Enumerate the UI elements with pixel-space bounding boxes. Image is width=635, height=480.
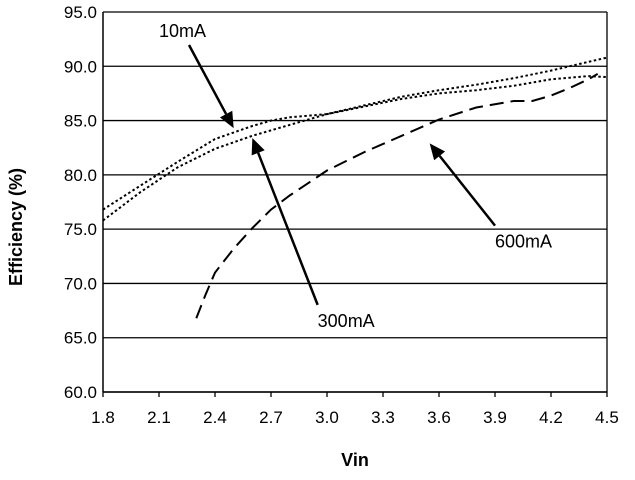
series-line-10mA <box>102 56 608 211</box>
x-tick-label: 4.2 <box>539 408 563 427</box>
annotation-label-300mA: 300mA <box>318 311 375 331</box>
arrowhead-300mA <box>251 137 265 156</box>
arrow-10mA <box>187 44 228 115</box>
x-tick-label: 2.1 <box>147 408 171 427</box>
x-tick-label: 3.3 <box>371 408 395 427</box>
grid-layer <box>103 11 607 393</box>
x-tick-label: 2.7 <box>259 408 283 427</box>
y-tick-label: 95.0 <box>64 3 97 22</box>
x-tick-label: 4.5 <box>595 408 619 427</box>
x-tick-label: 1.8 <box>91 408 115 427</box>
arrowhead-600mA <box>429 143 446 161</box>
axes-layer <box>102 12 608 397</box>
y-tick-label: 75.0 <box>64 220 97 239</box>
x-tick-label: 3.9 <box>483 408 507 427</box>
y-axis-title: Efficiency (%) <box>6 168 26 286</box>
x-axis-title: Vin <box>341 450 369 470</box>
annotation-label-10mA: 10mA <box>159 21 206 41</box>
x-tick-label: 3.0 <box>315 408 339 427</box>
annotation-label-600mA: 600mA <box>495 232 552 252</box>
y-tick-label: 65.0 <box>64 329 97 348</box>
x-tick-label: 3.6 <box>427 408 451 427</box>
tick-labels: 60.0 65.0 70.0 75.0 80.0 85.0 90.0 95.0 1.8 2.1 2.… <box>64 3 619 427</box>
arrow-600mA <box>438 155 496 227</box>
series-line-600mA <box>195 73 599 319</box>
series-line-300mA <box>102 75 608 222</box>
series-layer <box>102 56 608 319</box>
x-tick-label: 2.4 <box>203 408 227 427</box>
y-tick-label: 70.0 <box>64 274 97 293</box>
y-tick-label: 90.0 <box>64 57 97 76</box>
arrowhead-10mA <box>219 110 234 129</box>
y-tick-label: 60.0 <box>64 383 97 402</box>
annotation-layer: 10mA 300mA 600mA <box>159 21 552 331</box>
y-tick-label: 85.0 <box>64 112 97 131</box>
y-tick-label: 80.0 <box>64 166 97 185</box>
arrow-300mA <box>257 152 319 306</box>
